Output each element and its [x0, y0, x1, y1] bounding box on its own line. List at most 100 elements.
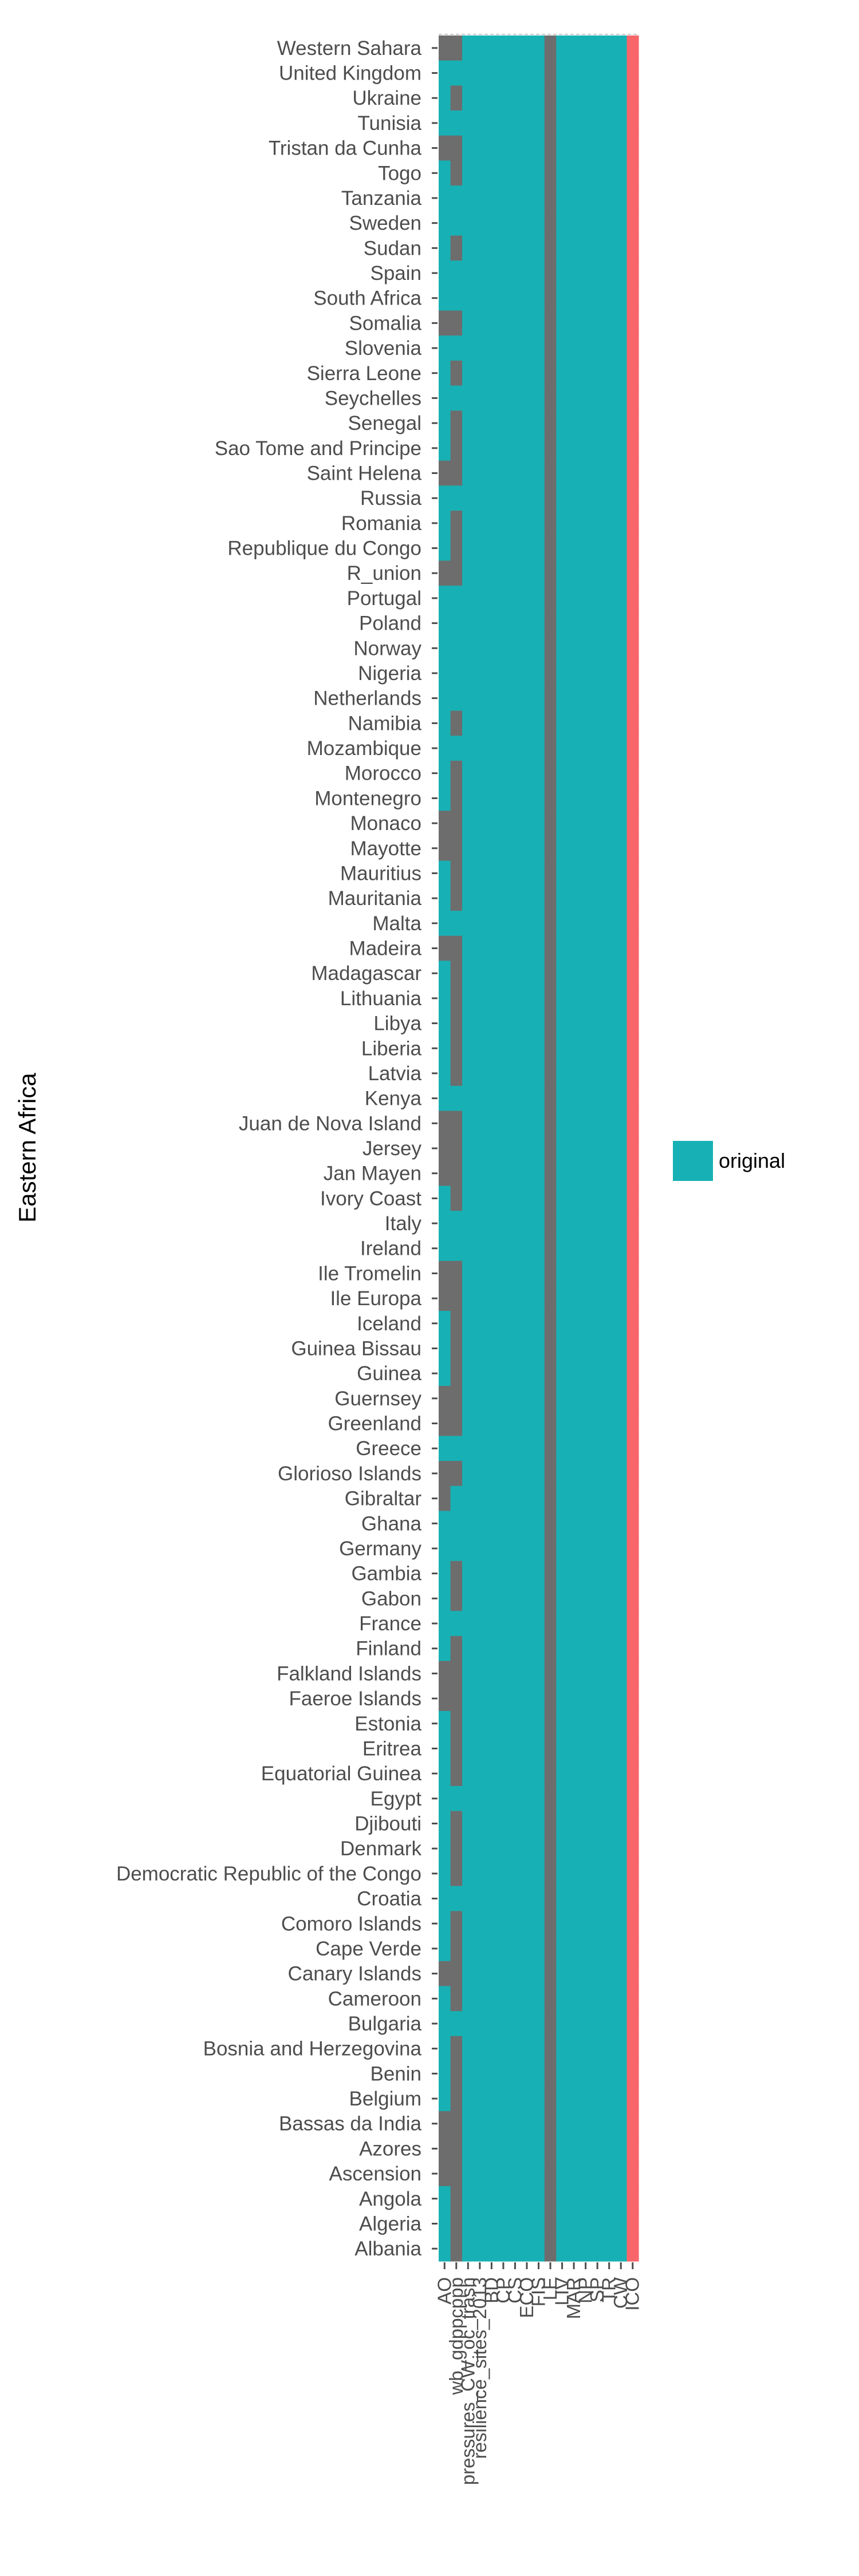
cell-tristan-da-cunha-ao: [439, 135, 463, 161]
y-tick-label: Iceland: [357, 1313, 421, 1335]
cell-canary-islands-ao: [439, 1961, 463, 1987]
cell-jersey-le: [544, 1136, 557, 1161]
y-tick-label: Algeria: [359, 2212, 421, 2235]
cell-canary-islands-le: [544, 1961, 557, 1987]
cell-greenland-le: [544, 1411, 557, 1436]
cell-bassas-da-india-ao: [439, 2111, 463, 2137]
cell-cape-verde-ao: [439, 1936, 451, 1962]
y-tick-label: Italy: [385, 1212, 422, 1235]
cell-djibouti-ico: [626, 1811, 639, 1836]
cell-benin-ao: [439, 2061, 451, 2087]
y-tick-label: Ghana: [361, 1512, 422, 1535]
cell-equatorial-guinea-pressures-cw-oc-trash: [462, 1761, 545, 1787]
cell-morocco-ao: [439, 760, 451, 787]
cell-ukraine-ico: [626, 85, 639, 111]
cell-madagascar-liv: [556, 961, 628, 986]
cell-montenegro-wb-gdppcppp: [450, 785, 463, 811]
cell-algeria-le: [544, 2211, 557, 2237]
cell-spain-ao: [439, 260, 545, 286]
cell-republique-du-congo-pressures-cw-oc-trash: [462, 535, 545, 561]
cell-sweden-le: [544, 210, 557, 236]
cell-finland-ico: [626, 1635, 639, 1662]
cell-guernsey-liv: [556, 1386, 628, 1412]
cell-comoro-islands-ao: [439, 1911, 451, 1937]
cell-kenya-liv: [556, 1085, 628, 1112]
cell-angola-pressures-cw-oc-trash: [462, 2186, 545, 2212]
cell-madeira-pressures-cw-oc-trash: [462, 935, 545, 961]
y-tick-label: Tristan da Cunha: [269, 137, 422, 160]
y-tick-label: Germany: [339, 1538, 421, 1560]
cell-eritrea-ico: [626, 1736, 639, 1761]
cell-estonia-ao: [439, 1710, 451, 1737]
cell-tristan-da-cunha-le: [544, 135, 557, 161]
cell-tunisia-le: [544, 110, 557, 136]
cell-madagascar-pressures-cw-oc-trash: [462, 961, 545, 986]
cell-glorioso-islands-liv: [556, 1461, 628, 1487]
cell-sao-tome-and-principe-ico: [626, 435, 639, 461]
cell-mayotte-le: [544, 835, 557, 862]
cell-glorioso-islands-ico: [626, 1461, 639, 1487]
cell-ivory-coast-le: [544, 1186, 557, 1211]
cell-sao-tome-and-principe-liv: [556, 435, 628, 461]
cell-romania-ico: [626, 511, 639, 536]
cell-sweden-ao: [439, 210, 545, 236]
y-tick-label: Mauritania: [328, 887, 422, 910]
cell-belgium-wb-gdppcppp: [450, 2086, 463, 2112]
cell-netherlands-le: [544, 685, 557, 712]
cell-poland-le: [544, 610, 557, 637]
cell-portugal-ico: [626, 586, 639, 611]
cell-lithuania-ao: [439, 986, 451, 1012]
cell-cape-verde-le: [544, 1936, 557, 1962]
y-tick-label: Angola: [359, 2188, 422, 2210]
cell-croatia-ico: [626, 1886, 639, 1912]
cell-croatia-liv: [556, 1886, 628, 1912]
cell-albania-ico: [626, 2236, 639, 2262]
cell-nigeria-ico: [626, 661, 639, 686]
y-tick-label: Benin: [370, 2063, 421, 2085]
y-tick-label: Seychelles: [325, 387, 421, 409]
x-tick-label: ICO: [622, 2277, 643, 2311]
cell-russia-ao: [439, 485, 545, 511]
y-tick-label: Tanzania: [341, 187, 422, 210]
cell-greece-le: [544, 1436, 557, 1461]
cell-nigeria-le: [544, 661, 557, 686]
cell-mauritania-liv: [556, 886, 628, 911]
cell-spain-le: [544, 260, 557, 286]
cell-mauritius-ao: [439, 860, 451, 886]
cell-saint-helena-liv: [556, 460, 628, 486]
y-tick-label: Guernsey: [334, 1388, 421, 1410]
cell-mayotte-liv: [556, 835, 628, 862]
cell-malta-ao: [439, 910, 545, 937]
cell-democratic-republic-of-the-congo-le: [544, 1861, 557, 1887]
cell-mauritius-le: [544, 860, 557, 886]
cell-r-union-ao: [439, 560, 463, 586]
cell-togo-liv: [556, 160, 628, 186]
cell-juan-de-nova-island-le: [544, 1111, 557, 1136]
cell-denmark-ico: [626, 1836, 639, 1862]
cell-somalia-ico: [626, 310, 639, 336]
cell-gambia-le: [544, 1560, 557, 1587]
cell-gabon-liv: [556, 1586, 628, 1611]
cell-norway-liv: [556, 635, 628, 661]
cell-latvia-pressures-cw-oc-trash: [462, 1061, 545, 1086]
cell-gambia-pressures-cw-oc-trash: [462, 1560, 545, 1587]
y-tick-label: Gambia: [351, 1563, 421, 1585]
cell-norway-le: [544, 635, 557, 661]
cell-spain-liv: [556, 260, 628, 286]
cell-gambia-ao: [439, 1560, 451, 1587]
cell-ascension-pressures-cw-oc-trash: [462, 2161, 545, 2187]
y-tick-label: Egypt: [371, 1788, 422, 1810]
y-tick-label: Djibouti: [354, 1813, 421, 1835]
y-tick-label: Jan Mayen: [324, 1163, 421, 1185]
cell-bosnia-and-herzegovina-liv: [556, 2036, 628, 2062]
cell-tanzania-ico: [626, 185, 639, 211]
cell-albania-wb-gdppcppp: [450, 2236, 463, 2262]
cell-jersey-ico: [626, 1136, 639, 1161]
cell-ile-tromelin-le: [544, 1261, 557, 1286]
cell-romania-ao: [439, 511, 451, 536]
cell-belgium-pressures-cw-oc-trash: [462, 2086, 545, 2112]
cell-tanzania-liv: [556, 185, 628, 211]
cell-liberia-pressures-cw-oc-trash: [462, 1036, 545, 1061]
y-tick-label: Estonia: [354, 1713, 421, 1735]
cell-democratic-republic-of-the-congo-pressures-cw-oc-trash: [462, 1861, 545, 1887]
